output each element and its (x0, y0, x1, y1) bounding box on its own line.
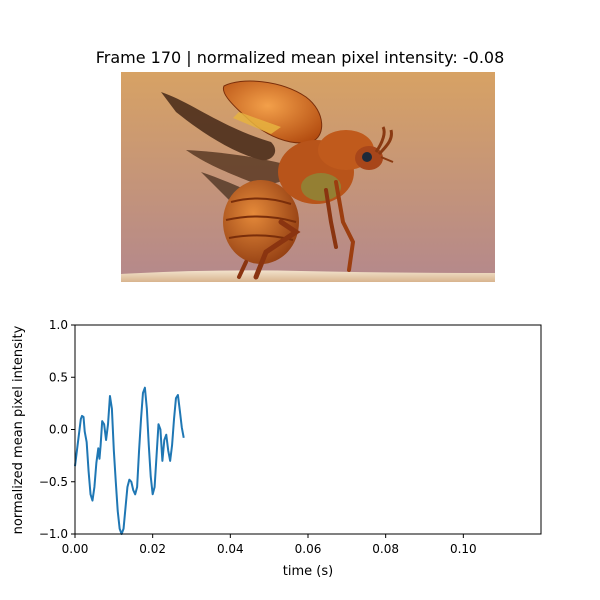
y-axis-ticks: −1.0 −0.5 0.0 0.5 1.0 (39, 318, 75, 541)
ground-ledge (121, 270, 495, 282)
y-tick-label: −0.5 (39, 475, 68, 489)
x-axis-ticks: 0.00 0.02 0.04 0.06 0.08 0.10 (62, 534, 477, 556)
x-axis-label: time (s) (283, 564, 333, 579)
wing-cover-edge (233, 112, 281, 134)
y-tick-label: 1.0 (49, 318, 68, 332)
eye (362, 152, 372, 162)
y-tick-label: −1.0 (39, 527, 68, 541)
y-axis-label: normalized mean pixel intensity (11, 325, 26, 534)
video-frame-image (121, 72, 495, 282)
plot-area (75, 325, 541, 534)
x-tick-label: 0.04 (217, 542, 244, 556)
series-line-0 (74, 386, 185, 535)
y-tick-label: 0.5 (49, 370, 68, 384)
beetle-photo (121, 72, 495, 282)
leg-hind (253, 219, 301, 280)
leg-front (334, 180, 356, 272)
thorax-hairs (301, 173, 341, 201)
hind-wing-middle (186, 150, 296, 184)
x-tick-label: 0.08 (372, 542, 399, 556)
x-tick-label: 0.00 (62, 542, 89, 556)
x-tick-label: 0.06 (295, 542, 322, 556)
series-layer (74, 386, 185, 535)
hind-wing-upper (161, 92, 276, 161)
y-tick-label: 0.0 (49, 423, 68, 437)
antenna-right (377, 129, 393, 156)
frame-title: Frame 170 | normalized mean pixel intens… (95, 48, 505, 67)
leg-middle (324, 188, 338, 249)
antenna-left (374, 126, 386, 153)
x-tick-label: 0.02 (139, 542, 166, 556)
x-tick-label: 0.10 (450, 542, 477, 556)
